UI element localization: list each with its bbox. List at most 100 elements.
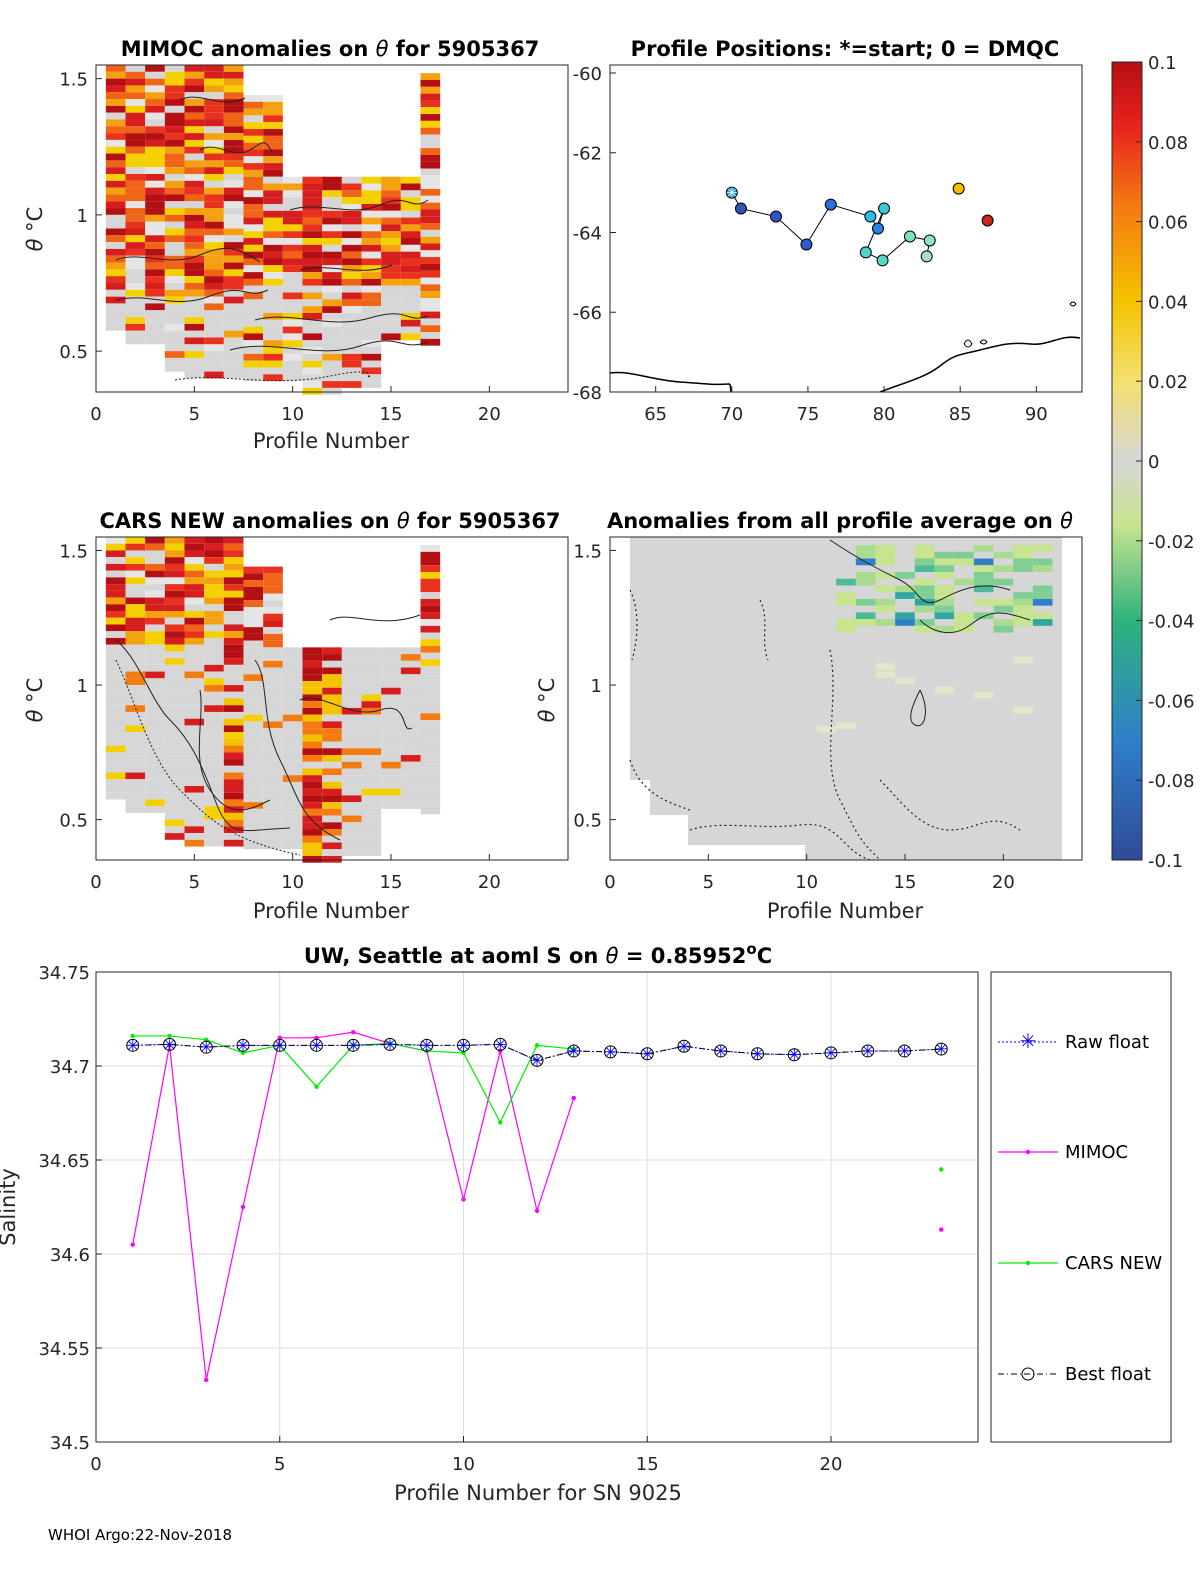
heat-cell xyxy=(145,139,165,147)
heat-cell xyxy=(145,180,165,188)
heat-cell xyxy=(105,194,126,202)
heat-cell xyxy=(420,250,441,258)
best-point xyxy=(787,1048,801,1062)
heat-cell xyxy=(973,585,994,593)
heat-cell xyxy=(184,745,205,753)
heat-cell xyxy=(993,598,1014,606)
heat-cell xyxy=(164,644,185,652)
heat-cell xyxy=(420,154,441,162)
heat-cell xyxy=(934,592,955,599)
heat-cell xyxy=(243,278,264,286)
heat-cell xyxy=(400,251,421,259)
heat-cell xyxy=(282,244,303,252)
heat-cell xyxy=(302,781,323,789)
heat-cell xyxy=(105,78,126,86)
heat-cell xyxy=(400,312,421,320)
heat-cell xyxy=(243,687,264,695)
heat-cell xyxy=(105,310,126,318)
heat-cell xyxy=(381,319,401,327)
heat-cell xyxy=(243,694,264,702)
heat-cell xyxy=(204,146,224,154)
heat-cell xyxy=(381,285,401,293)
heat-cell xyxy=(105,611,126,618)
heat-cell xyxy=(125,664,146,672)
heat-cell xyxy=(361,238,382,245)
heat-cell xyxy=(420,807,441,815)
heat-cell xyxy=(164,732,185,739)
heat-cell xyxy=(145,289,165,297)
heat-cell xyxy=(164,678,185,686)
heat-cell xyxy=(420,565,441,572)
raw-point: ✳ xyxy=(897,1042,911,1062)
legend-raw-marker: ✳ xyxy=(1020,1029,1037,1053)
heat-cell xyxy=(164,180,185,188)
raw-point: ✳ xyxy=(603,1043,617,1063)
heat-cell xyxy=(381,721,401,729)
heat-cell xyxy=(164,160,185,168)
heat-cell xyxy=(420,263,441,271)
heat-cell xyxy=(223,262,244,270)
heat-cell xyxy=(184,611,205,618)
heat-cell xyxy=(322,748,342,756)
heat-cell xyxy=(341,781,362,789)
y-tick-label: 34.65 xyxy=(38,1151,90,1172)
heat-cell xyxy=(420,236,441,244)
heat-cell xyxy=(361,768,382,776)
heat-cell xyxy=(204,208,224,215)
heat-cell xyxy=(243,808,264,816)
heat-cell xyxy=(145,160,165,168)
heat-cell xyxy=(145,792,165,800)
legend-entry-raw: ✳ Raw float xyxy=(998,1029,1149,1053)
heat-cell xyxy=(164,323,185,331)
heat-cell xyxy=(263,768,283,776)
heat-cell xyxy=(145,330,165,338)
heat-cell xyxy=(302,835,323,843)
heat-cell xyxy=(361,775,382,782)
heat-cell xyxy=(855,578,876,586)
allavg-axes: 0 5 10 15 200.511.5 xyxy=(573,541,1014,893)
heat-cell xyxy=(243,640,264,648)
heat-cell xyxy=(381,333,401,341)
heat-cell xyxy=(145,228,165,236)
heat-cell xyxy=(322,822,342,830)
heat-cell xyxy=(164,112,185,120)
heat-cell xyxy=(400,272,421,279)
heat-cell xyxy=(282,360,303,368)
heat-cell xyxy=(125,235,146,243)
heat-cell xyxy=(400,728,421,735)
heat-cell xyxy=(322,381,342,388)
heat-cell xyxy=(223,153,244,161)
heat-cell xyxy=(420,605,441,613)
heat-cell xyxy=(105,228,126,236)
heat-cell xyxy=(954,619,974,626)
x-tick-label: 5 xyxy=(189,404,200,425)
heat-cell xyxy=(341,829,362,836)
heat-cell xyxy=(302,741,323,749)
heat-cell xyxy=(420,114,441,121)
heat-cell xyxy=(263,829,283,836)
heat-cell xyxy=(105,631,126,638)
heat-cell xyxy=(125,78,146,86)
heat-cell xyxy=(400,299,421,307)
heat-cell xyxy=(105,637,126,645)
heat-cell xyxy=(184,644,205,652)
heat-cell xyxy=(184,563,205,571)
heat-cell xyxy=(243,176,264,184)
colorbar-tick-label: 0.06 xyxy=(1148,213,1188,234)
mimoc-point xyxy=(571,1095,576,1101)
heat-cell xyxy=(184,276,205,283)
heat-cell xyxy=(282,741,303,749)
position-marker xyxy=(871,222,884,235)
heat-cell xyxy=(381,244,401,252)
footer-stamp: WHOI Argo:22-Nov-2018 xyxy=(48,1526,232,1544)
heat-cell xyxy=(361,203,382,211)
heat-cell xyxy=(145,194,165,202)
heat-cell xyxy=(420,332,441,339)
heat-cell xyxy=(243,600,264,607)
heat-cell xyxy=(400,768,421,776)
heat-cell xyxy=(223,537,244,544)
heat-cell xyxy=(282,326,303,334)
heat-cell xyxy=(223,772,244,780)
heat-cell xyxy=(243,734,264,742)
heat-cell xyxy=(204,611,224,618)
